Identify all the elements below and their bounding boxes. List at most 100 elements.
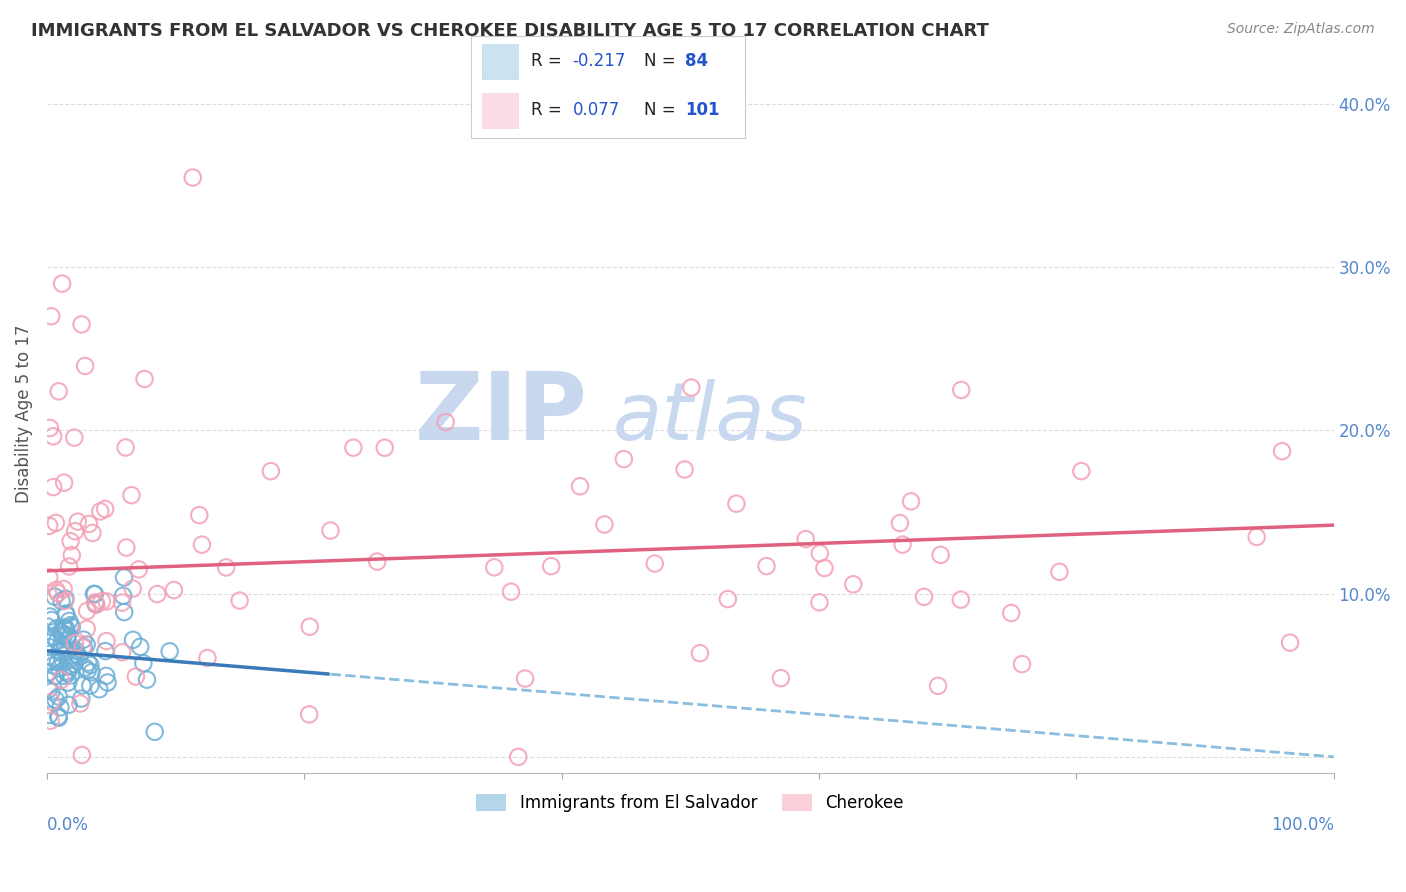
Point bbox=[41, 613, 63, 627]
Text: 84: 84 bbox=[685, 53, 709, 70]
Point bbox=[949, 592, 972, 607]
Point bbox=[89, 504, 111, 518]
Point bbox=[45, 582, 67, 597]
Text: 100.0%: 100.0% bbox=[1271, 816, 1334, 834]
Point bbox=[136, 673, 159, 687]
Point bbox=[96, 594, 118, 608]
Point bbox=[41, 654, 63, 668]
Point bbox=[63, 524, 86, 539]
Point bbox=[1011, 657, 1033, 672]
Point bbox=[228, 593, 250, 607]
FancyBboxPatch shape bbox=[482, 44, 517, 78]
Point bbox=[794, 532, 817, 546]
Point bbox=[39, 609, 62, 624]
Point bbox=[76, 664, 98, 678]
Point bbox=[49, 700, 72, 714]
Point bbox=[215, 560, 238, 574]
Point bbox=[484, 560, 506, 574]
Point bbox=[900, 494, 922, 508]
Point bbox=[41, 695, 63, 709]
Point bbox=[46, 586, 69, 600]
Point bbox=[84, 597, 107, 611]
Point bbox=[66, 515, 89, 529]
Text: R =: R = bbox=[531, 101, 568, 119]
Point bbox=[55, 622, 77, 636]
Point bbox=[191, 538, 214, 552]
Text: 0.077: 0.077 bbox=[572, 101, 620, 119]
Point bbox=[48, 690, 70, 704]
Point bbox=[115, 541, 138, 555]
Point bbox=[55, 591, 77, 606]
Point bbox=[51, 594, 73, 608]
Point bbox=[319, 524, 342, 538]
Point bbox=[84, 595, 107, 609]
Point bbox=[94, 502, 117, 516]
Point bbox=[51, 277, 73, 291]
Point bbox=[260, 464, 283, 478]
Point bbox=[891, 537, 914, 551]
Point bbox=[58, 614, 80, 628]
Point bbox=[56, 665, 79, 679]
Point bbox=[129, 640, 152, 654]
Text: IMMIGRANTS FROM EL SALVADOR VS CHEROKEE DISABILITY AGE 5 TO 17 CORRELATION CHART: IMMIGRANTS FROM EL SALVADOR VS CHEROKEE … bbox=[31, 22, 988, 40]
Text: atlas: atlas bbox=[613, 379, 808, 457]
Point bbox=[63, 431, 86, 445]
Point bbox=[76, 638, 98, 652]
Y-axis label: Disability Age 5 to 17: Disability Age 5 to 17 bbox=[15, 325, 32, 503]
Point bbox=[46, 656, 69, 670]
Point bbox=[42, 658, 65, 673]
Point bbox=[298, 707, 321, 722]
Point bbox=[342, 441, 364, 455]
Point bbox=[38, 570, 60, 584]
Point bbox=[755, 559, 778, 574]
Point bbox=[769, 671, 792, 685]
Point bbox=[44, 669, 66, 683]
Point bbox=[508, 750, 530, 764]
Point bbox=[83, 587, 105, 601]
Point bbox=[53, 594, 76, 608]
Point bbox=[38, 640, 60, 655]
Point bbox=[77, 516, 100, 531]
Point bbox=[1000, 606, 1022, 620]
Point bbox=[65, 647, 87, 661]
Point bbox=[53, 475, 76, 490]
Point bbox=[53, 620, 76, 634]
Point bbox=[112, 589, 135, 603]
Point bbox=[114, 441, 136, 455]
Point bbox=[75, 661, 97, 675]
Point bbox=[96, 634, 118, 648]
Point bbox=[48, 711, 70, 725]
Point bbox=[725, 497, 748, 511]
Text: R =: R = bbox=[531, 53, 568, 70]
Point bbox=[53, 640, 76, 655]
Point bbox=[44, 590, 66, 604]
Point bbox=[55, 607, 77, 622]
Point bbox=[39, 421, 62, 435]
Point bbox=[41, 651, 63, 665]
Point bbox=[1279, 635, 1302, 649]
Point bbox=[540, 559, 562, 574]
Point bbox=[499, 584, 522, 599]
Point bbox=[593, 517, 616, 532]
Point bbox=[67, 649, 90, 664]
Point bbox=[63, 636, 86, 650]
Point bbox=[929, 548, 952, 562]
Point bbox=[912, 590, 935, 604]
Point bbox=[42, 429, 65, 443]
Point bbox=[121, 582, 143, 596]
Point bbox=[59, 534, 82, 549]
Point bbox=[366, 555, 388, 569]
Point bbox=[58, 675, 80, 690]
Point bbox=[51, 652, 73, 666]
Point bbox=[51, 639, 73, 653]
Point bbox=[70, 691, 93, 706]
Point bbox=[77, 656, 100, 670]
Point bbox=[48, 644, 70, 658]
Point bbox=[146, 587, 169, 601]
Point bbox=[681, 380, 703, 394]
Point bbox=[111, 596, 134, 610]
Point bbox=[58, 559, 80, 574]
Point bbox=[86, 598, 108, 612]
Point bbox=[39, 714, 62, 728]
Point bbox=[72, 640, 94, 655]
